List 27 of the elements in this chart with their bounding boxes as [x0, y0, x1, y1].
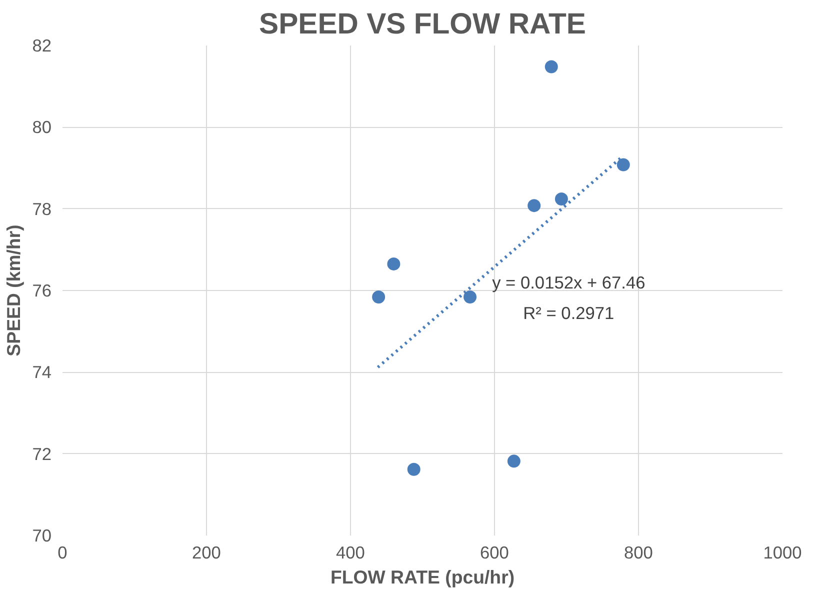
x-tick-label: 1000 [763, 542, 802, 562]
y-tick-label: 70 [32, 526, 52, 546]
y-tick-label: 82 [32, 36, 52, 56]
annotation: R² = 0.2971 [523, 302, 614, 323]
chart-title: SPEED VS FLOW RATE [259, 8, 586, 40]
y-tick-label: 80 [32, 117, 52, 138]
y-tick-label: 78 [32, 198, 52, 219]
point [464, 290, 477, 304]
point [407, 462, 420, 476]
x-axis-title: FLOW RATE (pcu/hr) [330, 566, 515, 588]
annotation: y = 0.0152x + 67.46 [492, 272, 646, 292]
x-tick-label: 400 [336, 542, 365, 562]
x-tick-label: 0 [58, 542, 68, 562]
x-tick-label: 200 [192, 542, 221, 562]
y-tick-label: 72 [32, 444, 52, 464]
y-axis-title: SPEED (km/hr) [3, 224, 24, 356]
point [387, 257, 400, 270]
point [528, 199, 541, 212]
y-tick-label: 76 [32, 280, 52, 300]
point [507, 454, 520, 468]
x-tick-label: 600 [480, 542, 509, 562]
point [616, 158, 630, 172]
point [372, 290, 386, 304]
point [544, 60, 558, 74]
y-tick-label: 74 [32, 362, 52, 382]
point [554, 192, 568, 206]
x-tick-label: 800 [624, 542, 653, 562]
